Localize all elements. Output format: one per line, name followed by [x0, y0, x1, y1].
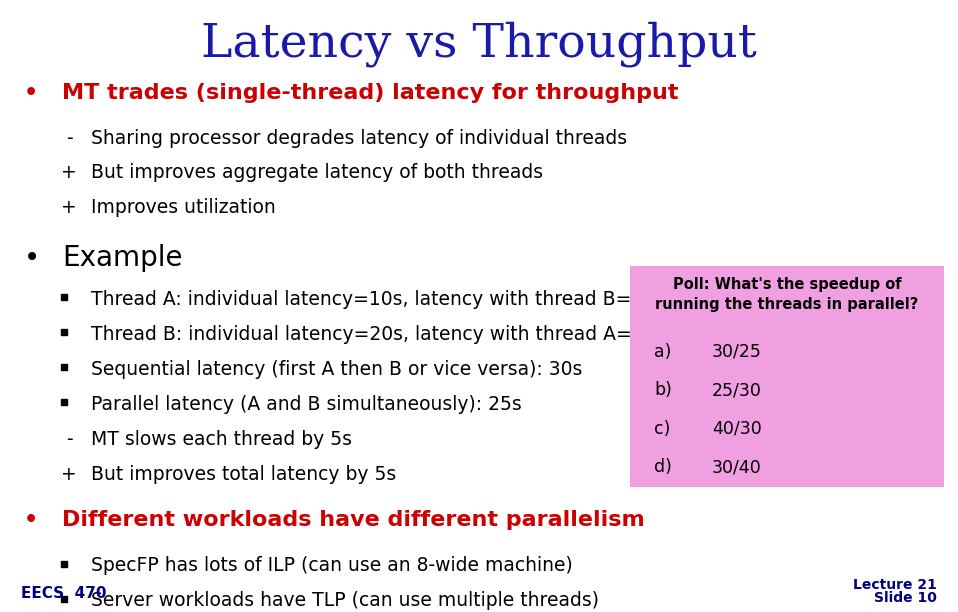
Text: •: • — [24, 244, 40, 272]
Text: Sharing processor degrades latency of individual threads: Sharing processor degrades latency of in… — [91, 129, 627, 147]
Text: Lecture 21: Lecture 21 — [853, 578, 937, 592]
Text: But improves aggregate latency of both threads: But improves aggregate latency of both t… — [91, 163, 543, 182]
Text: SpecFP has lots of ILP (can use an 8-wide machine): SpecFP has lots of ILP (can use an 8-wid… — [91, 556, 573, 575]
Text: 40/30: 40/30 — [712, 420, 762, 438]
Text: MT trades (single-thread) latency for throughput: MT trades (single-thread) latency for th… — [62, 83, 679, 103]
Text: +: + — [61, 198, 77, 217]
Text: -: - — [66, 430, 72, 449]
Text: d): d) — [654, 458, 673, 476]
Text: But improves total latency by 5s: But improves total latency by 5s — [91, 465, 397, 483]
Text: •: • — [24, 83, 38, 103]
Text: 30/25: 30/25 — [712, 343, 762, 360]
Text: EECS  470: EECS 470 — [21, 586, 106, 601]
Text: Thread B: individual latency=20s, latency with thread A=25s: Thread B: individual latency=20s, latenc… — [91, 325, 666, 344]
Text: Latency vs Throughput: Latency vs Throughput — [201, 21, 757, 67]
Bar — [630, 266, 944, 487]
Text: b): b) — [654, 381, 673, 399]
Text: a): a) — [654, 343, 672, 360]
Text: Server workloads have TLP (can use multiple threads): Server workloads have TLP (can use multi… — [91, 591, 599, 610]
Text: 30/40: 30/40 — [712, 458, 762, 476]
Text: Improves utilization: Improves utilization — [91, 198, 276, 217]
Text: 25/30: 25/30 — [712, 381, 762, 399]
Text: c): c) — [654, 420, 671, 438]
Text: •: • — [24, 510, 38, 531]
Text: Thread A: individual latency=10s, latency with thread B=15s: Thread A: individual latency=10s, latenc… — [91, 290, 665, 309]
Text: Parallel latency (A and B simultaneously): 25s: Parallel latency (A and B simultaneously… — [91, 395, 522, 414]
Text: Different workloads have different parallelism: Different workloads have different paral… — [62, 510, 645, 531]
Text: +: + — [61, 465, 77, 483]
Text: Slide 10: Slide 10 — [874, 591, 937, 605]
Text: -: - — [66, 129, 72, 147]
Text: Example: Example — [62, 244, 183, 272]
Text: +: + — [61, 163, 77, 182]
Text: Sequential latency (first A then B or vice versa): 30s: Sequential latency (first A then B or vi… — [91, 360, 582, 379]
Text: MT slows each thread by 5s: MT slows each thread by 5s — [91, 430, 352, 449]
Text: Poll: What's the speedup of
running the threads in parallel?: Poll: What's the speedup of running the … — [655, 277, 919, 312]
